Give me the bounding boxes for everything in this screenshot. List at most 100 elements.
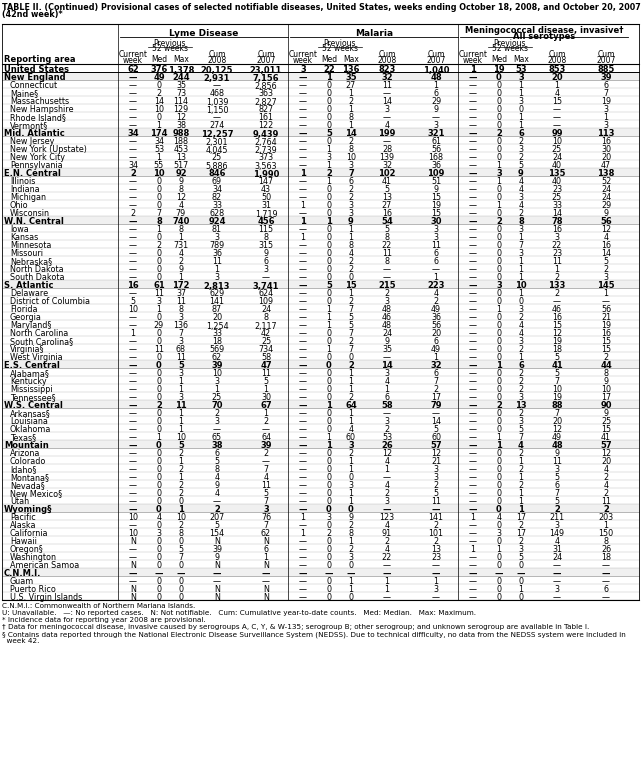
Text: 0: 0: [497, 106, 501, 114]
Text: S. Atlantic: S. Atlantic: [4, 282, 53, 291]
Text: —: —: [469, 305, 477, 314]
Text: 0: 0: [497, 386, 501, 394]
Text: —: —: [299, 409, 307, 419]
Text: 62: 62: [261, 530, 271, 539]
Text: 14: 14: [601, 250, 611, 259]
Text: Current: Current: [119, 50, 147, 59]
Text: 4: 4: [349, 425, 353, 435]
Text: California: California: [10, 530, 49, 539]
Text: N: N: [214, 562, 220, 571]
Text: 11: 11: [431, 241, 441, 250]
Text: 2: 2: [349, 521, 354, 530]
Text: 102: 102: [378, 170, 395, 179]
Text: 10: 10: [515, 282, 527, 291]
Text: —: —: [469, 482, 477, 491]
Text: Med: Med: [151, 55, 167, 64]
Text: 0: 0: [497, 482, 501, 491]
Text: 1: 1: [326, 314, 331, 323]
Text: 9: 9: [178, 266, 183, 275]
Text: 2: 2: [263, 450, 269, 458]
Text: 0: 0: [326, 81, 331, 91]
Text: 1: 1: [326, 345, 331, 355]
Text: —: —: [299, 161, 307, 170]
Text: 4: 4: [433, 289, 438, 298]
Text: Louisiana: Louisiana: [10, 418, 48, 426]
Text: 5,886: 5,886: [206, 161, 228, 170]
Text: 52 weeks: 52 weeks: [492, 44, 528, 53]
Text: 1: 1: [131, 330, 135, 339]
Text: —: —: [129, 498, 137, 507]
Text: 3: 3: [156, 530, 162, 539]
Text: Texas§: Texas§: [10, 434, 36, 442]
Text: 44: 44: [600, 361, 612, 371]
Text: week: week: [293, 56, 313, 65]
Text: 15: 15: [552, 97, 562, 107]
Text: —: —: [129, 553, 137, 562]
Text: 3: 3: [519, 337, 524, 346]
Text: —: —: [129, 138, 137, 147]
Text: Cum: Cum: [257, 50, 275, 59]
Text: —: —: [299, 498, 307, 507]
Text: 2: 2: [603, 489, 608, 498]
Text: 16: 16: [127, 282, 139, 291]
Text: 734: 734: [258, 345, 274, 355]
Text: 51: 51: [431, 177, 441, 186]
Text: 0: 0: [156, 193, 162, 202]
Text: 17: 17: [516, 514, 526, 523]
Text: 53: 53: [515, 65, 527, 75]
Text: —: —: [213, 569, 221, 578]
Text: 16: 16: [601, 330, 611, 339]
Text: 27: 27: [346, 81, 356, 91]
Text: 20: 20: [601, 457, 611, 466]
Text: C.N.M.I.: Commonwealth of Northern Mariana Islands.: C.N.M.I.: Commonwealth of Northern Maria…: [2, 603, 196, 609]
Text: 2: 2: [178, 450, 183, 458]
Text: 3: 3: [215, 377, 219, 387]
Bar: [2, 216, 639, 224]
Text: 6: 6: [433, 370, 438, 378]
Text: 1: 1: [385, 585, 390, 594]
Text: 1: 1: [301, 202, 306, 211]
Text: 114: 114: [174, 97, 188, 107]
Text: 0: 0: [326, 298, 331, 307]
Text: 4: 4: [215, 489, 219, 498]
Text: 6: 6: [263, 257, 269, 266]
Text: 1: 1: [349, 409, 353, 419]
Text: New York City: New York City: [10, 154, 65, 163]
Text: 11: 11: [261, 370, 271, 378]
Text: 101: 101: [428, 530, 444, 539]
Text: 4: 4: [385, 521, 390, 530]
Text: 2: 2: [554, 505, 560, 514]
Text: —: —: [299, 402, 307, 410]
Text: All serotypes: All serotypes: [513, 32, 575, 41]
Text: 0: 0: [156, 409, 162, 419]
Text: American Samoa: American Samoa: [10, 562, 79, 571]
Text: N: N: [263, 594, 269, 603]
Text: 17: 17: [431, 393, 441, 403]
Text: —: —: [299, 145, 307, 154]
Text: 88: 88: [551, 402, 563, 410]
Text: 3: 3: [385, 298, 390, 307]
Text: 7: 7: [349, 305, 354, 314]
Text: 5: 5: [326, 129, 332, 139]
Text: 0: 0: [326, 106, 331, 114]
Text: 0: 0: [326, 457, 331, 466]
Text: 3: 3: [496, 282, 502, 291]
Text: 5: 5: [215, 521, 220, 530]
Text: 1: 1: [326, 402, 332, 410]
Text: 0: 0: [326, 537, 331, 546]
Text: —: —: [129, 393, 137, 403]
Text: 3: 3: [326, 154, 331, 163]
Text: 10: 10: [346, 154, 356, 163]
Text: —: —: [602, 569, 610, 578]
Text: 4: 4: [385, 482, 390, 491]
Text: 10: 10: [601, 386, 611, 394]
Text: 172: 172: [172, 282, 190, 291]
Text: 5: 5: [349, 321, 354, 330]
Text: Connecticut: Connecticut: [10, 81, 58, 91]
Text: 4: 4: [519, 186, 524, 195]
Text: 99: 99: [551, 129, 563, 139]
Text: 0: 0: [156, 354, 162, 362]
Text: 9: 9: [603, 377, 608, 387]
Text: Massachusetts: Massachusetts: [10, 97, 69, 107]
Text: Minnesota: Minnesota: [10, 241, 51, 250]
